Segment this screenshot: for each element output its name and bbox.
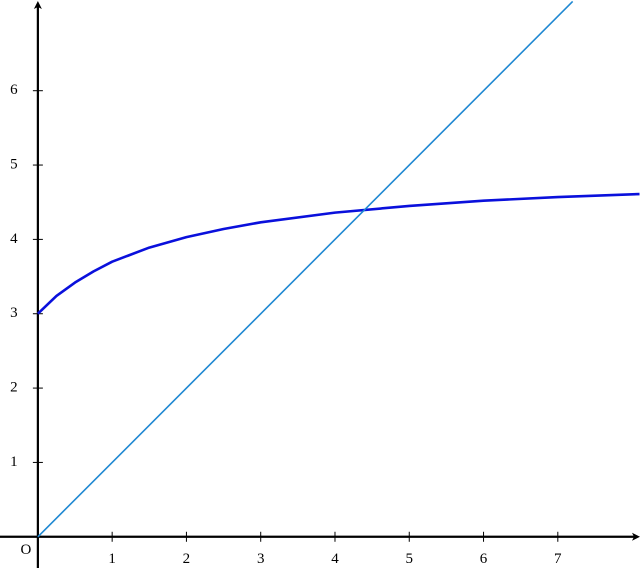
y-tick-label: 5 (10, 156, 18, 172)
line-series (36, 192, 640, 315)
x-tick-label: 7 (554, 551, 562, 567)
x-axis-arrow (632, 532, 640, 541)
x-tick-label: 3 (257, 551, 265, 567)
x-tick-label: 4 (331, 551, 339, 567)
x-tick-label: 5 (406, 551, 414, 567)
y-tick-label: 1 (10, 454, 18, 470)
y-axis-arrow (33, 1, 42, 9)
x-tick-label: 6 (480, 551, 488, 567)
line-series (37, 0, 574, 538)
y-tick-label: 4 (10, 231, 18, 247)
x-tick-label: 2 (183, 551, 191, 567)
y-tick-label: 6 (10, 82, 18, 98)
origin-label: O (20, 542, 31, 558)
x-tick-label: 1 (108, 551, 116, 567)
y-tick-label: 3 (10, 305, 18, 321)
y-tick-label: 2 (10, 380, 18, 396)
